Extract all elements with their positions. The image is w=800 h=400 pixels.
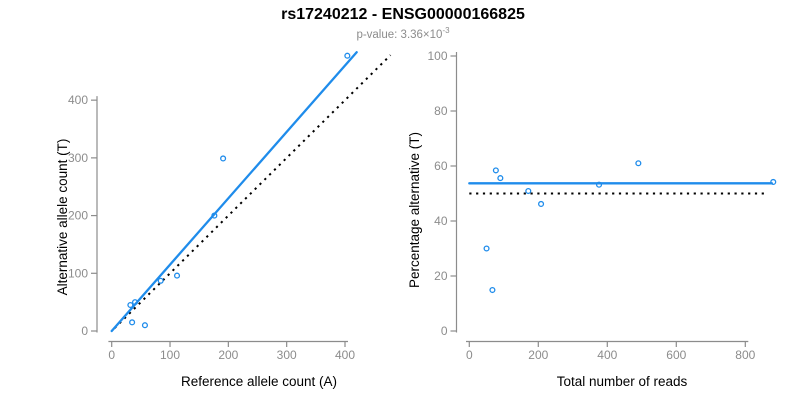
data-point xyxy=(489,286,496,294)
x-tick-label: 200 xyxy=(528,348,548,362)
data-point xyxy=(173,272,181,279)
y-tick-label: 0 xyxy=(81,324,88,338)
x-tick-label: 400 xyxy=(597,348,617,362)
allele-counts-scatter: 0 100 200 300 400 0 100 200 300 400 Reference alle… xyxy=(55,51,392,389)
y-tick-label: 400 xyxy=(68,93,88,107)
data-point xyxy=(344,52,351,59)
percentage-vs-reads-scatter: 0 200 400 600 800 0 20 40 60 80 100 Total number of… xyxy=(407,49,777,389)
figure-subtitle: p-value: 3.36×10-3 xyxy=(0,26,800,41)
data-point xyxy=(525,187,532,195)
figure-title: rs17240212 - ENSG00000166825 xyxy=(281,6,525,23)
y-tick-label: 200 xyxy=(68,209,88,223)
x-tick-label: 600 xyxy=(666,348,686,362)
data-point xyxy=(538,200,545,208)
x-tick-label: 200 xyxy=(218,348,238,362)
data-point xyxy=(141,322,148,329)
data-point xyxy=(635,160,642,167)
data-point xyxy=(157,277,164,284)
y-tick-label: 80 xyxy=(434,104,448,118)
y-axis-title: Percentage alternative (T) xyxy=(407,132,422,288)
data-point xyxy=(483,245,490,252)
x-tick-label: 800 xyxy=(735,348,755,362)
data-point xyxy=(220,155,227,162)
x-tick-label: 0 xyxy=(466,348,473,362)
p-value-exponent: -3 xyxy=(442,26,450,35)
data-point xyxy=(497,175,504,182)
data-point xyxy=(131,299,139,306)
y-tick-label: 100 xyxy=(68,266,88,280)
data-point xyxy=(492,167,499,174)
x-tick-label: 100 xyxy=(160,348,180,362)
identity-line xyxy=(113,54,392,329)
x-tick-label: 300 xyxy=(277,348,297,362)
x-axis-title: Total number of reads xyxy=(557,374,688,389)
y-tick-label: 300 xyxy=(68,151,88,165)
y-tick-label: 60 xyxy=(434,159,448,173)
p-value-text: p-value: 3.36×10 xyxy=(356,28,443,41)
data-point xyxy=(127,301,134,309)
x-tick-label: 0 xyxy=(108,348,115,362)
y-axis-title: Alternative allele count (T) xyxy=(55,139,70,296)
y-tick-label: 100 xyxy=(427,49,447,63)
data-point xyxy=(129,319,136,326)
x-tick-label: 400 xyxy=(335,348,355,362)
data-point xyxy=(211,212,218,219)
y-tick-label: 20 xyxy=(434,269,448,283)
data-point xyxy=(595,181,603,188)
data-point xyxy=(770,178,777,186)
y-tick-label: 0 xyxy=(441,324,448,338)
y-tick-label: 40 xyxy=(434,214,448,228)
fit-line xyxy=(110,51,358,333)
x-axis-title: Reference allele count (A) xyxy=(181,374,337,389)
